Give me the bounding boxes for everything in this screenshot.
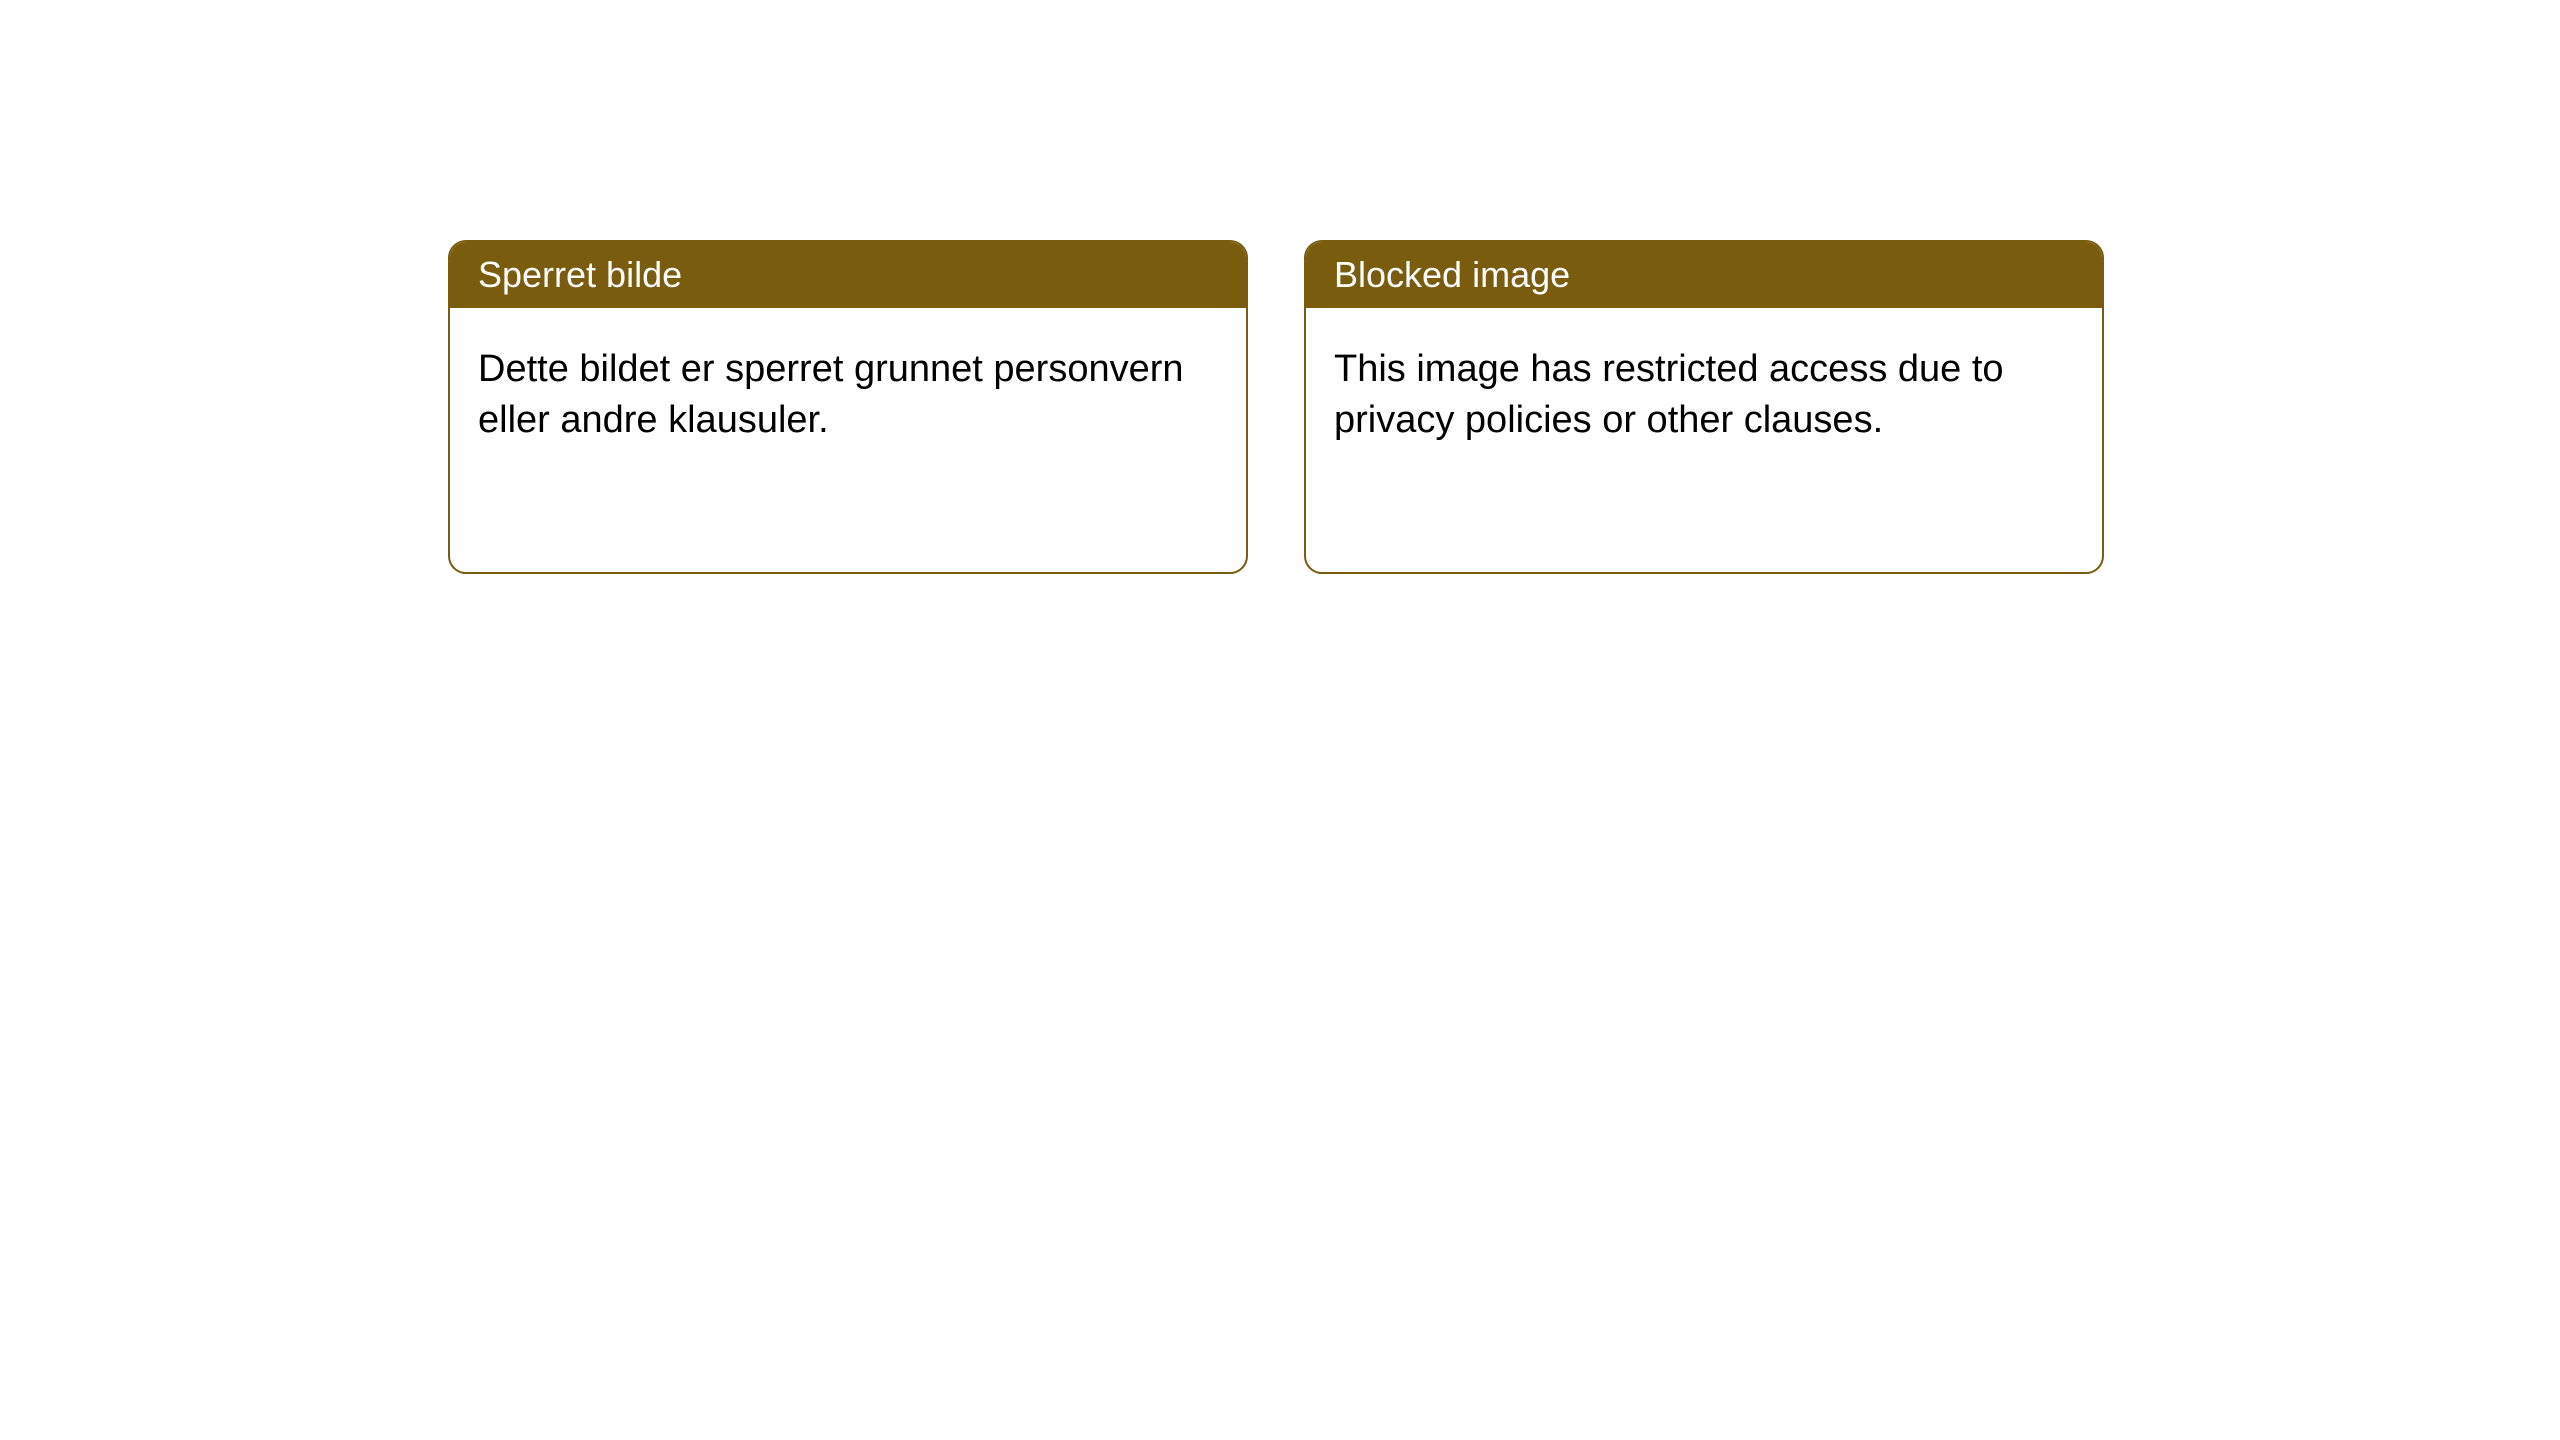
card-body-no: Dette bildet er sperret grunnet personve… [450, 308, 1246, 483]
card-title-en: Blocked image [1334, 254, 1570, 295]
card-title-no: Sperret bilde [478, 254, 682, 295]
card-header-en: Blocked image [1306, 242, 2102, 308]
blocked-image-card-en: Blocked image This image has restricted … [1304, 240, 2104, 574]
card-container: Sperret bilde Dette bildet er sperret gr… [0, 0, 2560, 574]
blocked-image-card-no: Sperret bilde Dette bildet er sperret gr… [448, 240, 1248, 574]
card-body-en: This image has restricted access due to … [1306, 308, 2102, 483]
card-body-text-en: This image has restricted access due to … [1334, 348, 2004, 441]
card-header-no: Sperret bilde [450, 242, 1246, 308]
card-body-text-no: Dette bildet er sperret grunnet personve… [478, 348, 1184, 441]
